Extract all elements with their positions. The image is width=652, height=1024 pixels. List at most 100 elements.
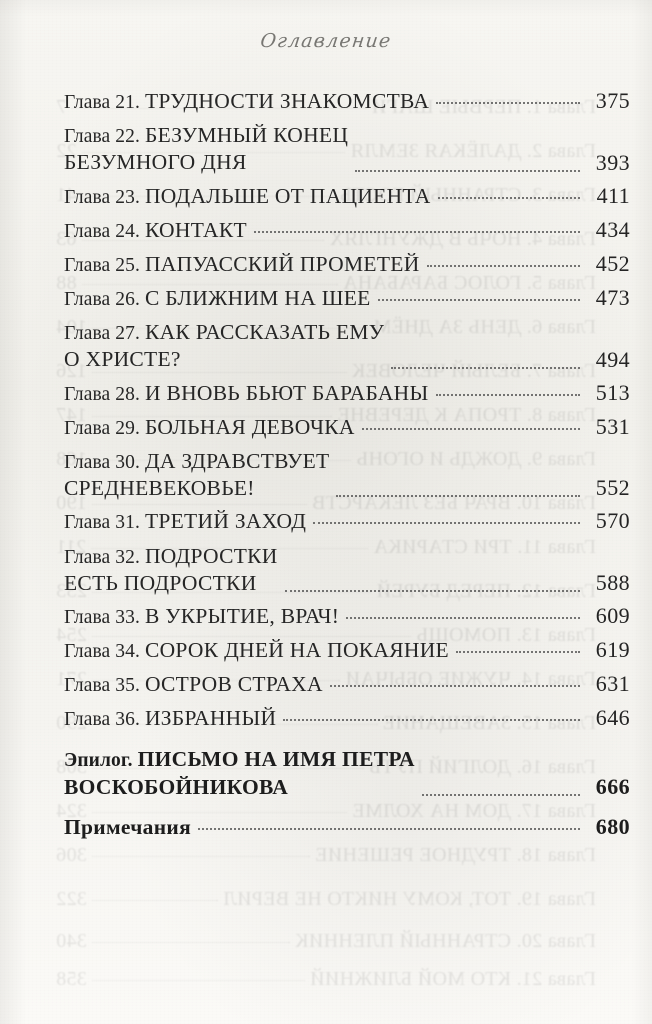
toc-dot-leader (336, 494, 580, 498)
toc-entry-chapter-label: Глава 23. (64, 186, 145, 208)
toc-entry[interactable]: Эпилог. ПИСЬМО НА ИМЯ ПЕТРА ВОСКОБОЙНИКО… (64, 746, 630, 800)
toc-entry-page-number: 513 (595, 379, 630, 405)
toc-entry-row: Глава 34. СОРОК ДНЕЙ НА ПОКАЯНИЕ 619 (64, 637, 630, 664)
toc-entry-row: Глава 26. С БЛИЖНИМ НА ШЕЕ 473 (64, 285, 630, 312)
toc-entry-chapter-label: Глава 33. (64, 607, 145, 629)
showthrough-leader (91, 980, 305, 981)
toc-entry-row: Глава 32. ПОДРОСТКИ ЕСТЬ ПОДРОСТКИ 588 (64, 543, 630, 597)
toc-dot-leader (283, 718, 580, 722)
toc-entry-chapter-name: БОЛЬНАЯ ДЕВОЧКА (144, 414, 355, 439)
toc-entry[interactable]: Глава 29. БОЛЬНАЯ ДЕВОЧКА 531 (64, 414, 630, 441)
showthrough-leader (91, 942, 290, 943)
toc-entry[interactable]: Глава 21. ТРУДНОСТИ ЗНАКОМСТВА 375 (64, 88, 630, 115)
toc-entry-page-number: 588 (595, 570, 630, 596)
toc-entry[interactable]: Глава 32. ПОДРОСТКИ ЕСТЬ ПОДРОСТКИ 588 (64, 543, 630, 597)
toc-entry[interactable]: Глава 25. ПАПУАССКИЙ ПРОМЕТЕЙ 452 (64, 251, 630, 278)
toc-entry-title: Глава 29. БОЛЬНАЯ ДЕВОЧКА (64, 414, 355, 441)
toc-entry-page-number: 434 (595, 216, 630, 242)
toc-entry[interactable]: Глава 30. ДА ЗДРАВСТВУЕТ СРЕДНЕВЕКОВЬЕ! 5… (64, 448, 630, 502)
toc-entry[interactable]: Глава 27. КАК РАССКАЗАТЬ ЕМУ О ХРИСТЕ? 49… (64, 319, 630, 373)
toc-entry-page-number: 570 (595, 508, 630, 534)
toc-entry-chapter-label: Глава 26. (64, 288, 145, 310)
toc-entry-page-number: 609 (595, 603, 630, 629)
toc-entry[interactable]: Глава 24. КОНТАКТ 434 (64, 217, 630, 244)
toc-entry-chapter-label: Глава 35. (64, 675, 145, 697)
toc-entry-page-number: 680 (595, 814, 630, 840)
toc-entry-chapter-label: Глава 34. (64, 641, 145, 663)
toc-dot-leader (253, 230, 580, 233)
toc-dot-leader (435, 393, 580, 396)
toc-entry-page-number: 393 (595, 149, 630, 175)
toc-entry-chapter-label: Эпилог. (64, 750, 138, 772)
toc-entry[interactable]: Глава 33. В УКРЫТИЕ, ВРАЧ! 609 (64, 603, 630, 630)
toc-entry-chapter-name: БЕЗУМНЫЙ КОНЕЦ БЕЗУМНОГО ДНЯ (64, 123, 349, 175)
showthrough-line: Глава 19. ТОТ, КОМУ НИКТО НЕ ВЕРИЛ 322 (56, 888, 596, 911)
toc-dot-leader (436, 101, 580, 104)
toc-entry[interactable]: Глава 31. ТРЕТИЙ ЗАХОД 570 (64, 508, 630, 535)
toc-entry-chapter-label: Глава 25. (64, 254, 145, 276)
toc-entry-title: Глава 32. ПОДРОСТКИ ЕСТЬ ПОДРОСТКИ (64, 543, 278, 597)
toc-entry-chapter-label: Глава 28. (64, 383, 145, 405)
toc-entry-row: Глава 30. ДА ЗДРАВСТВУЕТ СРЕДНЕВЕКОВЬЕ! 5… (64, 448, 630, 502)
toc-entry[interactable]: Глава 36. ИЗБРАННЫЙ 646 (64, 705, 630, 732)
toc-dot-leader (391, 366, 580, 369)
table-of-contents: Глава 21. ТРУДНОСТИ ЗНАКОМСТВА 375 Глава 2… (64, 88, 630, 848)
toc-dot-leader (198, 827, 580, 831)
toc-entry-title: Глава 27. КАК РАССКАЗАТЬ ЕМУ О ХРИСТЕ? (64, 319, 384, 373)
toc-entry-row: Глава 28. И ВНОВЬ БЬЮТ БАРАБАНЫ 513 (64, 380, 630, 407)
toc-entry-chapter-name: И ВНОВЬ БЬЮТ БАРАБАНЫ (144, 380, 429, 405)
running-head: Оглавление (259, 30, 393, 52)
toc-entry-title: Примечания (64, 814, 191, 841)
toc-entry-chapter-name: ПОДАЛЬШЕ ОТ ПАЦИЕНТА (144, 183, 431, 208)
showthrough-title: Глава 19. ТОТ, КОМУ НИКТО НЕ ВЕРИЛ (223, 888, 596, 910)
toc-dot-leader (329, 684, 580, 688)
toc-entry-chapter-name: ПАПУАССКИЙ ПРОМЕТЕЙ (144, 251, 420, 276)
toc-entry[interactable]: Глава 35. ОСТРОВ СТРАХА 631 (64, 671, 630, 698)
toc-entry[interactable]: Примечания 680 (64, 814, 630, 841)
toc-entry[interactable]: Глава 34. СОРОК ДНЕЙ НА ПОКАЯНИЕ 619 (64, 637, 630, 664)
toc-entry-title: Глава 28. И ВНОВЬ БЬЮТ БАРАБАНЫ (64, 380, 429, 407)
toc-entry-title: Глава 34. СОРОК ДНЕЙ НА ПОКАЯНИЕ (64, 637, 449, 664)
toc-entry-title: Глава 25. ПАПУАССКИЙ ПРОМЕТЕЙ (64, 251, 420, 278)
toc-entry-chapter-name: ДА ЗДРАВСТВУЕТ СРЕДНЕВЕКОВЬЕ! (64, 448, 330, 500)
toc-entry-row: Глава 27. КАК РАССКАЗАТЬ ЕМУ О ХРИСТЕ? 49… (64, 319, 630, 373)
toc-entry-page-number: 631 (595, 671, 630, 697)
toc-entry-row: Глава 24. КОНТАКТ 434 (64, 217, 630, 244)
toc-dot-leader (455, 650, 580, 654)
toc-entry-title: Глава 30. ДА ЗДРАВСТВУЕТ СРЕДНЕВЕКОВЬЕ! (64, 448, 329, 502)
toc-entry[interactable]: Глава 23. ПОДАЛЬШЕ ОТ ПАЦИЕНТА 411 (64, 183, 630, 210)
toc-entry-chapter-label: Глава 29. (64, 417, 145, 439)
toc-entry-chapter-name: В УКРЫТИЕ, ВРАЧ! (144, 604, 340, 629)
toc-entry-chapter-label: Глава 22. (64, 126, 145, 148)
toc-entry-chapter-label: Глава 27. (64, 323, 145, 345)
toc-entry-title: Эпилог. ПИСЬМО НА ИМЯ ПЕТРА ВОСКОБОЙНИКО… (64, 746, 415, 800)
toc-entry[interactable]: Глава 26. С БЛИЖНИМ НА ШЕЕ 473 (64, 285, 630, 312)
toc-entry-chapter-name: ТРУДНОСТИ ЗНАКОМСТВА (144, 89, 430, 113)
toc-entry-page-number: 552 (595, 475, 630, 501)
showthrough-leader (91, 856, 310, 857)
toc-dot-leader (377, 298, 580, 301)
showthrough-leader (91, 900, 219, 901)
toc-entry-row: Примечания 680 (64, 814, 630, 841)
toc-entry-chapter-label: Глава 24. (64, 220, 145, 242)
showthrough-line: Глава 21. КТО МОЙ БЛИЖНИЙ 358 (56, 968, 596, 991)
toc-entry-title: Глава 35. ОСТРОВ СТРАХА (64, 671, 323, 698)
toc-entry-page-number: 452 (595, 250, 630, 276)
toc-entry-chapter-name: ПИСЬМО НА ИМЯ ПЕТРА ВОСКОБОЙНИКОВА (64, 747, 415, 799)
toc-entry-page-number: 494 (595, 346, 630, 372)
toc-entry-chapter-name: ПОДРОСТКИ ЕСТЬ ПОДРОСТКИ (64, 543, 278, 595)
toc-entry-title: Глава 21. ТРУДНОСТИ ЗНАКОМСТВА (64, 88, 429, 115)
toc-entry-chapter-label: Глава 36. (64, 709, 145, 731)
toc-entry-chapter-name: КАК РАССКАЗАТЬ ЕМУ О ХРИСТЕ? (64, 320, 385, 372)
toc-entry[interactable]: Глава 28. И ВНОВЬ БЬЮТ БАРАБАНЫ 513 (64, 380, 630, 407)
toc-entry[interactable]: Глава 22. БЕЗУМНЫЙ КОНЕЦ БЕЗУМНОГО ДНЯ 39… (64, 122, 630, 176)
toc-entry-row: Глава 29. БОЛЬНАЯ ДЕВОЧКА 531 (64, 414, 630, 441)
toc-entry-row: Глава 33. В УКРЫТИЕ, ВРАЧ! 609 (64, 603, 630, 630)
toc-entry-row: Глава 23. ПОДАЛЬШЕ ОТ ПАЦИЕНТА 411 (64, 183, 630, 210)
toc-entry-chapter-label: Глава 30. (64, 451, 145, 473)
toc-entry-page-number: 619 (595, 637, 630, 663)
toc-dot-leader (313, 521, 580, 525)
toc-dot-leader (355, 169, 580, 172)
showthrough-page-number: 340 (56, 930, 87, 952)
toc-entry-row: Глава 35. ОСТРОВ СТРАХА 631 (64, 671, 630, 698)
